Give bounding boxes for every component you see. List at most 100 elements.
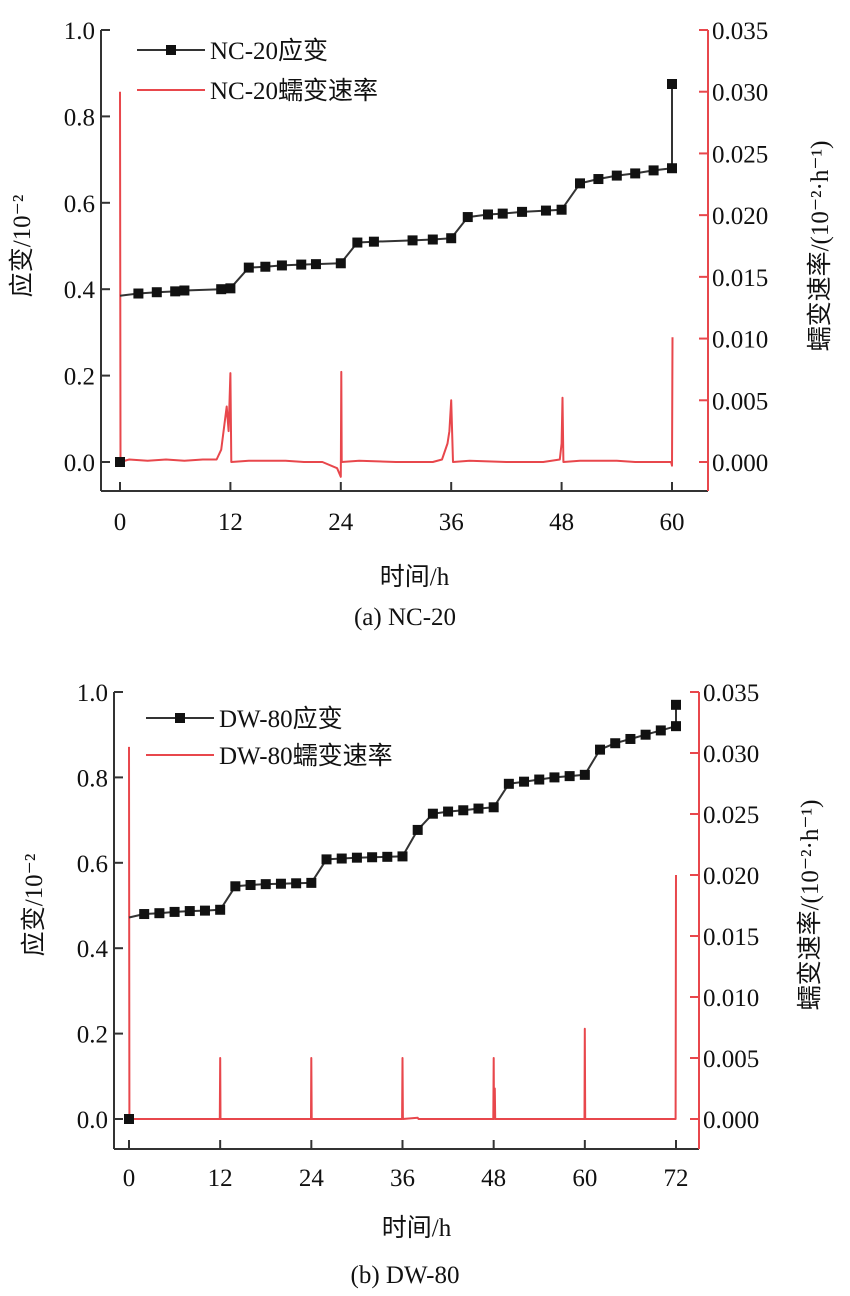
strain-marker — [610, 738, 621, 749]
strain-marker — [336, 853, 347, 864]
legend-rate-label: NC-20蠕变速率 — [210, 77, 378, 105]
y-left-axis-title: 应变/10⁻² — [8, 195, 36, 298]
strain-marker — [243, 262, 254, 273]
x-axis-title: 时间/h — [382, 1214, 452, 1242]
legend-strain-label: NC-20应变 — [210, 37, 328, 65]
strain-marker — [139, 909, 150, 920]
strain-marker — [564, 771, 575, 782]
strain-marker — [321, 854, 332, 865]
y-right-tick-label: 0.020 — [703, 863, 759, 890]
strain-marker — [352, 237, 363, 248]
strain-marker — [534, 774, 545, 785]
y-right-tick-label: 0.035 — [703, 680, 759, 707]
strain-marker — [667, 163, 677, 174]
y-left-tick-label: 1.0 — [77, 680, 108, 707]
strain-marker — [179, 285, 190, 296]
strain-marker — [133, 288, 144, 299]
strain-marker — [382, 851, 393, 862]
y-right-tick-label: 0.025 — [712, 141, 768, 168]
strain-marker — [225, 283, 236, 294]
strain-marker — [519, 776, 530, 787]
x-tick-label: 36 — [439, 509, 464, 536]
strain-marker — [549, 772, 560, 783]
x-tick-label: 24 — [328, 509, 354, 536]
y-right-tick-label: 0.030 — [712, 80, 768, 107]
legend: NC-20应变 NC-20蠕变速率 — [137, 37, 378, 105]
strain-marker — [245, 880, 256, 891]
y-left-tick-label: 0.4 — [77, 936, 109, 963]
y-left-tick-label: 0.2 — [64, 364, 95, 391]
x-axis-title: 时间/h — [380, 563, 450, 591]
strain-marker — [483, 209, 493, 220]
strain-marker — [216, 284, 227, 295]
strain-marker — [184, 906, 195, 917]
strain-marker — [473, 803, 484, 814]
strain-marker — [671, 699, 681, 710]
strain-marker — [648, 165, 659, 176]
strain-marker — [579, 769, 590, 780]
strain-marker — [306, 877, 317, 888]
y-left-tick-label: 0.0 — [64, 450, 95, 477]
y-right-tick-label: 0.000 — [703, 1107, 759, 1134]
strain-marker — [170, 286, 181, 297]
series-strain-line — [128, 704, 677, 919]
legend-strain-marker — [166, 45, 176, 55]
y-right-tick-label: 0.015 — [703, 924, 759, 951]
y-right-axis-title: 蠕变速率/(10⁻²·h⁻¹) — [796, 800, 824, 1011]
chart-panel-b: 0.0 0.2 0.4 0.6 0.8 1.0 0.000 0.005 0.010 0.015 0.… — [20, 680, 824, 1289]
y-right-tick-label: 0.030 — [703, 741, 759, 768]
strain-marker — [412, 824, 423, 835]
strain-marker — [575, 178, 585, 189]
strain-marker — [593, 174, 604, 185]
strain-marker — [427, 234, 438, 245]
y-right-tick-label: 0.015 — [712, 265, 768, 292]
strain-marker — [446, 233, 457, 244]
strain-marker — [124, 1114, 134, 1124]
strain-marker — [169, 906, 180, 917]
series-strain-line — [119, 84, 673, 297]
y-right-tick-label: 0.005 — [703, 1046, 759, 1073]
strain-marker — [458, 805, 469, 816]
strain-marker — [625, 733, 636, 744]
x-tick-label: 0 — [123, 1165, 136, 1192]
x-tick-label: 12 — [208, 1165, 233, 1192]
y-left-axis-title: 应变/10⁻² — [20, 854, 48, 957]
strain-marker — [199, 905, 210, 916]
strain-marker — [671, 721, 681, 732]
x-tick-label: 60 — [660, 509, 685, 536]
y-left-tick-label: 1.0 — [64, 18, 95, 45]
strain-marker — [540, 205, 551, 216]
strain-marker — [667, 79, 677, 89]
chart-panel-a: 0.0 0.2 0.4 0.6 0.8 1.0 0.000 0.005 0.010 0.015 0.… — [8, 18, 834, 631]
strain-marker — [296, 259, 307, 270]
strain-marker — [310, 259, 321, 270]
y-left-tick-label: 0.8 — [77, 765, 108, 792]
strain-marker — [397, 851, 408, 862]
strain-marker — [503, 778, 514, 789]
legend-rate-label: DW-80蠕变速率 — [219, 742, 393, 770]
series-creep-rate-line — [119, 91, 674, 478]
strain-marker — [351, 852, 362, 863]
strain-marker — [595, 744, 606, 755]
strain-marker — [291, 878, 302, 889]
x-tick-label: 60 — [572, 1165, 597, 1192]
strain-marker — [488, 802, 499, 813]
strain-marker — [230, 881, 241, 892]
strain-marker — [154, 908, 165, 919]
strain-marker — [407, 235, 418, 246]
strain-marker — [611, 170, 622, 181]
x-tick-label: 48 — [481, 1165, 506, 1192]
legend-strain-marker — [175, 713, 185, 723]
strain-marker — [335, 258, 346, 269]
y-right-axis-title: 蠕变速率/(10⁻²·h⁻¹) — [806, 141, 834, 352]
strain-marker — [151, 287, 162, 298]
strain-marker — [276, 260, 287, 271]
y-right-tick-label: 0.005 — [712, 388, 768, 415]
x-tick-label: 48 — [549, 509, 574, 536]
x-tick-label: 36 — [390, 1165, 415, 1192]
strain-marker — [260, 879, 271, 890]
y-left-tick-label: 0.4 — [64, 277, 96, 304]
y-left-tick-label: 0.6 — [64, 191, 95, 218]
legend: DW-80应变 DW-80蠕变速率 — [146, 705, 393, 770]
strain-marker — [427, 808, 438, 819]
